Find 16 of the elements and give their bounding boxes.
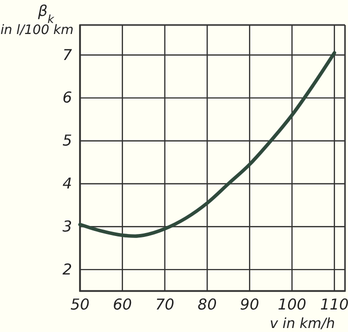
- x-axis-title: v in km/h: [270, 316, 335, 332]
- y-tick-label: 6: [62, 88, 72, 107]
- y-tick-label: 4: [62, 174, 72, 193]
- y-tick-label: 3: [62, 217, 72, 236]
- line-series: [78, 51, 336, 238]
- x-tick-label: 60: [112, 296, 132, 314]
- y-tick-label: 5: [62, 132, 72, 150]
- y-axis-title: β$_{k}$ in l/100 km: [0, 2, 74, 38]
- y-tick-label: 7: [62, 46, 72, 64]
- y-tick-label: 2: [62, 260, 72, 278]
- x-tick-label: 80: [198, 296, 217, 314]
- x-tick-label: 110: [320, 296, 348, 314]
- x-tick-label: 90: [240, 296, 260, 314]
- x-tick-label: 50: [70, 296, 90, 314]
- x-tick-label: 70: [155, 296, 174, 314]
- x-tick-label: 100: [278, 296, 306, 314]
